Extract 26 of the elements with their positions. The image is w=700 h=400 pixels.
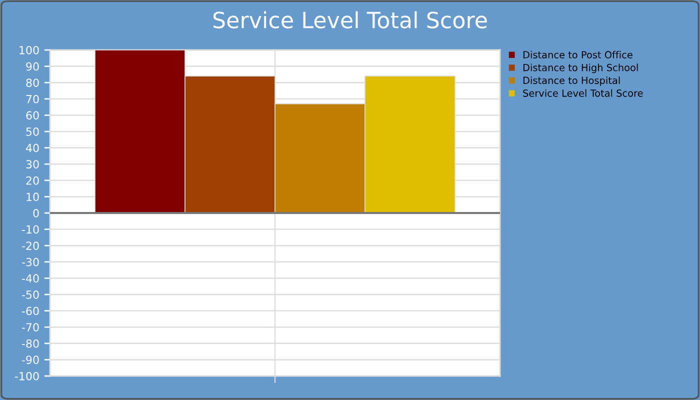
y-tick-label: -20 xyxy=(22,242,39,250)
y-tick-label: 70 xyxy=(26,94,39,104)
y-tick-label: -80 xyxy=(22,339,39,348)
y-tick-label: -70 xyxy=(22,323,39,332)
y-tick-label: -30 xyxy=(22,258,39,266)
y-tick-label: 20 xyxy=(26,176,39,185)
y-tick-label: -100 xyxy=(14,372,39,380)
y-tick-label: -10 xyxy=(22,225,39,234)
y-tick-label: 40 xyxy=(26,144,39,152)
y-tick-label: -40 xyxy=(22,274,39,283)
y-tick-label: 60 xyxy=(26,111,39,120)
chart-title: Service Level Total Score xyxy=(213,11,487,28)
y-tick-label: -60 xyxy=(22,306,39,316)
legend-label: Distance to Post Office xyxy=(523,50,632,58)
legend-label: Service Level Total Score xyxy=(523,89,643,97)
y-tick-label: 0 xyxy=(33,208,39,218)
y-tick-label: -90 xyxy=(22,356,39,364)
legend-label: Distance to High School xyxy=(523,64,638,74)
y-tick-label: 50 xyxy=(26,127,39,136)
y-tick-label: 90 xyxy=(26,62,39,71)
y-tick-label: 10 xyxy=(26,192,39,202)
y-tick-label: 80 xyxy=(26,78,39,87)
y-tick-label: 100 xyxy=(20,46,39,54)
y-tick-label: -50 xyxy=(22,290,39,299)
legend-label: Distance to Hospital xyxy=(523,76,620,86)
y-tick-label: 30 xyxy=(26,160,39,168)
